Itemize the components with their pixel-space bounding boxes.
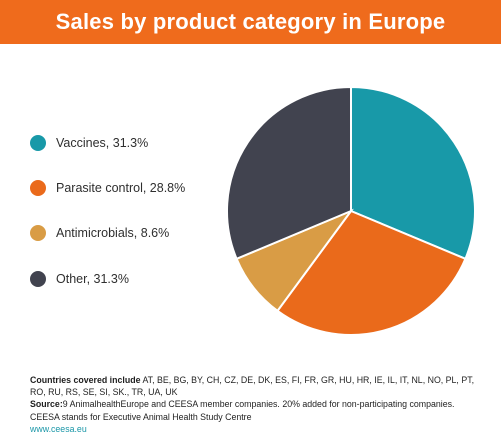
- legend-label: Antimicrobials, 8.6%: [56, 226, 170, 240]
- pie-slice: [226, 85, 352, 261]
- website-link[interactable]: www.ceesa.eu: [30, 423, 87, 434]
- legend-item: Other, 31.3%: [30, 271, 129, 287]
- page-title-banner: Sales by product category in Europe: [0, 0, 501, 44]
- legend-item: Parasite control, 28.8%: [30, 180, 185, 196]
- source-link[interactable]: www.ceesa.eu: [30, 423, 480, 435]
- countries-list: AT, BE, BG, BY, CH, CZ, DE, DK, ES, FI, …: [30, 375, 475, 398]
- legend-label: Parasite control, 28.8%: [56, 181, 186, 195]
- legend-label: Other, 31.3%: [56, 272, 129, 286]
- pie-slice: [276, 209, 467, 336]
- legend-swatch: [30, 271, 46, 287]
- legend-item: Vaccines, 31.3%: [30, 135, 148, 151]
- page-title: Sales by product category in Europe: [55, 9, 446, 34]
- legend-swatch: [30, 225, 46, 241]
- countries-label: Countries covered include: [30, 375, 141, 385]
- source-text: 9 AnimalhealthEurope and CEESA member co…: [30, 399, 455, 422]
- footer-notes: Countries covered include AT, BE, BG, BY…: [30, 374, 480, 435]
- source-label: Source:: [30, 399, 63, 410]
- source-note: Source:9 AnimalhealthEurope and CEESA me…: [30, 398, 480, 422]
- legend-swatch: [30, 135, 46, 151]
- legend-label: Vaccines, 31.3%: [56, 136, 149, 150]
- legend-item: Antimicrobials, 8.6%: [30, 225, 169, 241]
- pie-chart: [226, 85, 476, 336]
- pie-slice: [350, 85, 476, 261]
- legend-swatch: [30, 180, 46, 196]
- countries-note: Countries covered include AT, BE, BG, BY…: [30, 374, 480, 398]
